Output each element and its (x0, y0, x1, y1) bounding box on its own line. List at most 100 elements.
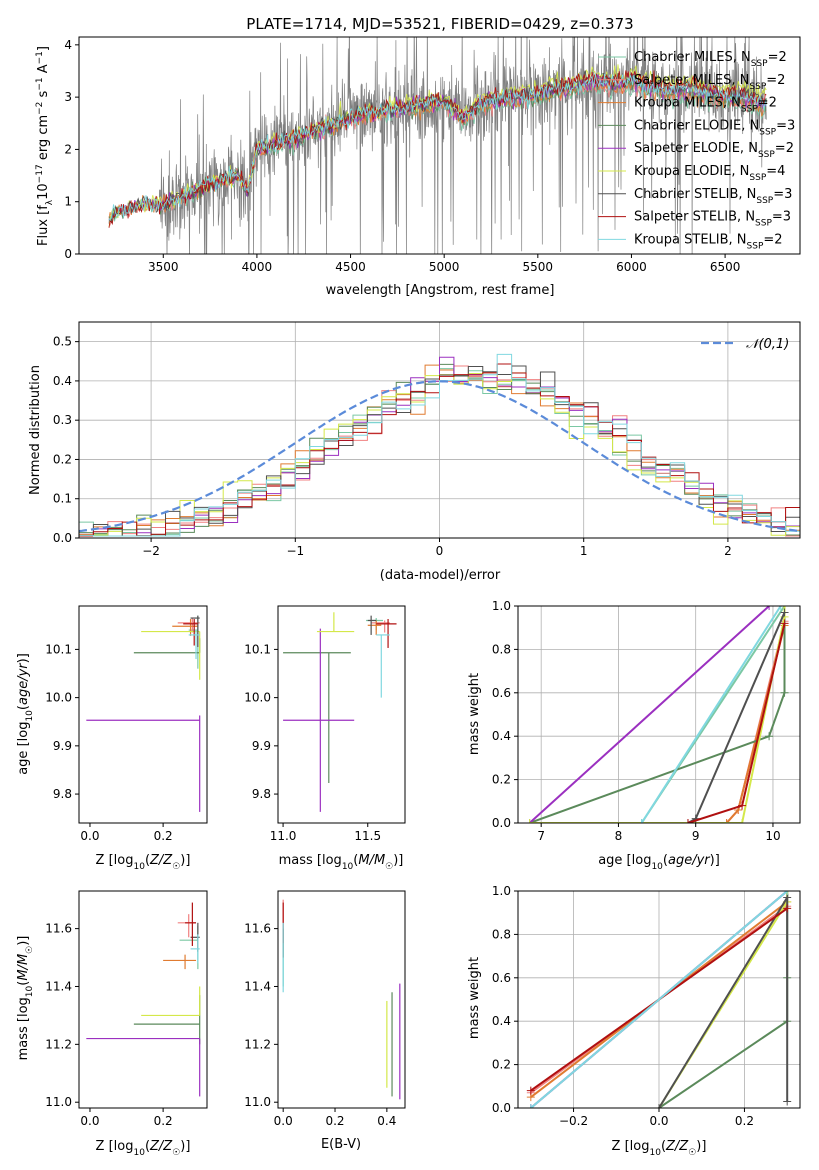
label-part: mass [log (16, 997, 31, 1060)
weight-line-8 (530, 891, 788, 1108)
x-tick-label: 10 (765, 829, 780, 843)
label-part: 10 (651, 862, 663, 872)
weight-marker-5 (738, 819, 747, 823)
label-part: ☉ (172, 1148, 180, 1158)
label-part: 10 (133, 1148, 145, 1158)
x-tick-label: 7 (537, 829, 545, 843)
x-tick-label: 0.0 (274, 1114, 293, 1128)
y-tick-label: 11.6 (45, 922, 72, 936)
label-part: Chabrier ELODIE, N (634, 118, 759, 133)
x-tick-label: 11.5 (354, 829, 381, 843)
x-tick-label: 5500 (523, 260, 554, 274)
legend-label: Chabrier STELIB, NSSP=3 (634, 187, 792, 206)
legend-label: Kroupa STELIB, NSSP=2 (634, 232, 783, 251)
weight-marker-4 (765, 606, 774, 610)
axes-frame (78, 890, 208, 1109)
label-part: )] (710, 853, 720, 868)
label-part: )] (16, 653, 31, 663)
y-tick-label: 0.0 (492, 816, 511, 830)
plot-area (86, 902, 201, 1097)
weight-marker-6 (655, 1104, 663, 1108)
x-tick-label: 0.0 (80, 829, 99, 843)
label-part: =2 (775, 141, 794, 156)
label-part: ☉ (385, 862, 393, 872)
label-part: ( (145, 1139, 150, 1154)
y-tick-label: 0.4 (492, 1014, 511, 1028)
label-part: Kroupa ELODIE, N (634, 164, 749, 179)
weight-marker-7 (683, 819, 692, 823)
x-axis-label: mass [log10(M/M☉)] (279, 853, 404, 872)
mass-vs-EBV-panel: 0.0 0.2 0.4 11.0 11.2 11.4 11.6 E(B-V) (244, 890, 406, 1152)
x-tick-label: 3500 (148, 260, 179, 274)
label-part: Z/Z (149, 1139, 173, 1154)
legend-label: 𝒩(0,1) (746, 337, 789, 352)
label-part: Kroupa MILES, N (634, 96, 741, 111)
y-tick-label: 11.4 (45, 979, 72, 993)
residuals-panel: −2 −1 0 1 2 0.0 0.1 0.2 0.3 0.4 0.5 (data-model)/er… (28, 321, 801, 583)
label-part: SSP (758, 150, 775, 160)
label-part: ] (36, 46, 51, 51)
weight-marker-7 (526, 1086, 535, 1095)
weight-vs-Z-panel: −0.2 0.0 0.2 0.0 0.2 0.4 0.6 0.8 1.0 Z [log10(Z/Z… (467, 884, 801, 1158)
y-tick-label: 1.0 (492, 884, 511, 898)
label-part: −2 (35, 102, 45, 115)
label-part: age/yr (668, 853, 711, 868)
label-part: ( (661, 1139, 666, 1154)
plot-area (86, 615, 201, 812)
y-tick-label: 0.2 (492, 1058, 511, 1072)
weight-marker-6 (780, 608, 789, 617)
weight-marker-7 (780, 619, 789, 628)
axes-frame (78, 36, 801, 255)
x-tick-label: 11.0 (270, 829, 297, 843)
x-tick-label: 0.2 (154, 1114, 173, 1128)
x-tick-label: 4000 (242, 260, 273, 274)
y-tick-label: 0.1 (53, 492, 72, 506)
label-part: Z/Z (665, 1139, 689, 1154)
y-tick-label: 11.6 (244, 922, 271, 936)
label-part: SSP (755, 219, 772, 229)
x-tick-label: 8 (615, 829, 623, 843)
x-axis-label: E(B-V) (321, 1137, 361, 1152)
label-part: Salpeter ELODIE, N (634, 141, 758, 156)
weight-line-3 (529, 606, 786, 823)
label-part: ☉ (688, 1148, 696, 1158)
x-axis-label: age [log10(age/yr)] (598, 853, 720, 872)
weight-marker-7 (783, 904, 792, 913)
legend-label: Chabrier MILES, NSSP=2 (634, 50, 787, 69)
y-tick-label: 0.8 (492, 927, 511, 941)
x-tick-label: 6000 (616, 260, 647, 274)
y-tick-label: 0.8 (492, 642, 511, 656)
y-tick-label: 9.9 (53, 739, 72, 753)
plot-area (526, 891, 792, 1108)
plot-area (108, 37, 767, 254)
label-part: )] (16, 936, 31, 946)
label-part: ☉ (172, 862, 180, 872)
x-axis-label: Z [log10(Z/Z☉)] (612, 1139, 707, 1158)
model-spectrum-7 (108, 70, 767, 228)
y-tick-label: 1 (64, 195, 72, 209)
y-axis-label: Flux [fλ10−17 erg cm−2 s−1 A−1] (35, 46, 55, 246)
x-axis-label: wavelength [Angstrom, rest frame] (326, 283, 555, 298)
x-tick-label: 0.2 (325, 1114, 344, 1128)
x-tick-label: 4500 (335, 260, 366, 274)
y-tick-label: 10.1 (45, 642, 72, 656)
y-tick-label: 11.2 (45, 1037, 72, 1051)
weight-marker-8 (783, 891, 792, 895)
weight-marker-7 (738, 801, 747, 810)
label-part: Chabrier STELIB, N (634, 187, 756, 202)
label-part: 10 (133, 862, 145, 872)
label-part: )] (393, 853, 403, 868)
model-spectrum-5 (108, 64, 767, 228)
y-tick-label: 0.4 (492, 729, 511, 743)
label-part: SSP (751, 59, 768, 69)
label-part: =2 (763, 232, 782, 247)
x-tick-label: 1 (580, 544, 588, 558)
axes-frame (277, 605, 406, 824)
label-part: )] (180, 853, 190, 868)
label-part: age/yr (16, 662, 31, 705)
x-tick-label: 6500 (710, 260, 741, 274)
y-tick-label: 4 (64, 38, 72, 52)
legend-label: Salpeter STELIB, NSSP=3 (634, 210, 791, 229)
label-part: 10 (649, 1148, 661, 1158)
spectrum-panel: 3500 4000 4500 5000 5500 6000 6500 0 1 2 3 4 wavelen… (35, 36, 801, 298)
